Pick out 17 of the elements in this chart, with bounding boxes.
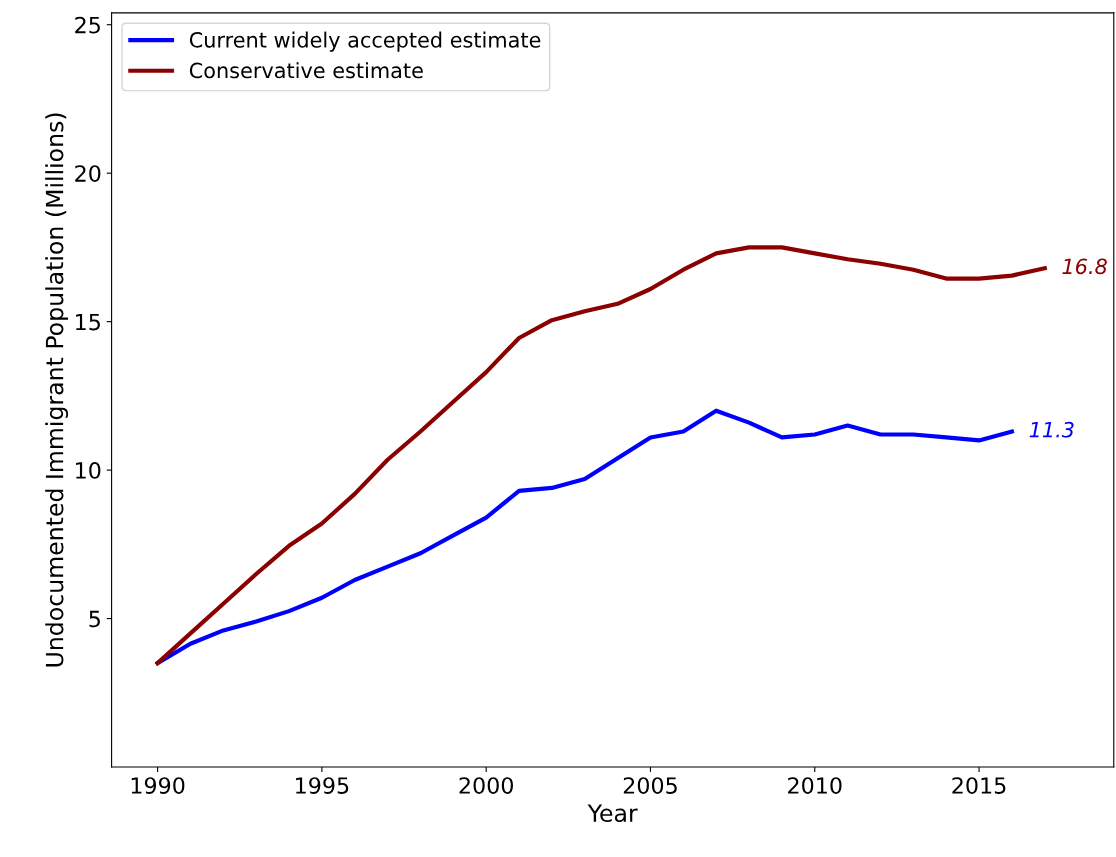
x-tick-label: 1995	[296, 777, 349, 794]
legend-label: Current widely accepted estimate	[189, 31, 541, 52]
annotation: 11.3	[1029, 421, 1074, 438]
x-tick-label: 2000	[459, 777, 513, 794]
x-axis-title: Year	[587, 804, 638, 823]
x-tick-label: 2015	[952, 777, 1006, 794]
y-tick-label: 10	[76, 462, 101, 479]
legend-label: Conservative estimate	[189, 62, 423, 79]
x-tick-label: 1990	[131, 777, 185, 794]
y-tick-label: 5	[89, 610, 100, 628]
y-tick-label: 25	[75, 16, 100, 34]
y-tick-label: 15	[76, 313, 100, 331]
y-axis-title: Undocumented Immigrant Population (Millions)	[45, 113, 69, 667]
annotation: 16.8	[1062, 258, 1107, 275]
x-tick-label: 2005	[623, 777, 677, 794]
x-tick-label: 2010	[788, 777, 842, 794]
y-tick-label: 20	[75, 165, 101, 182]
